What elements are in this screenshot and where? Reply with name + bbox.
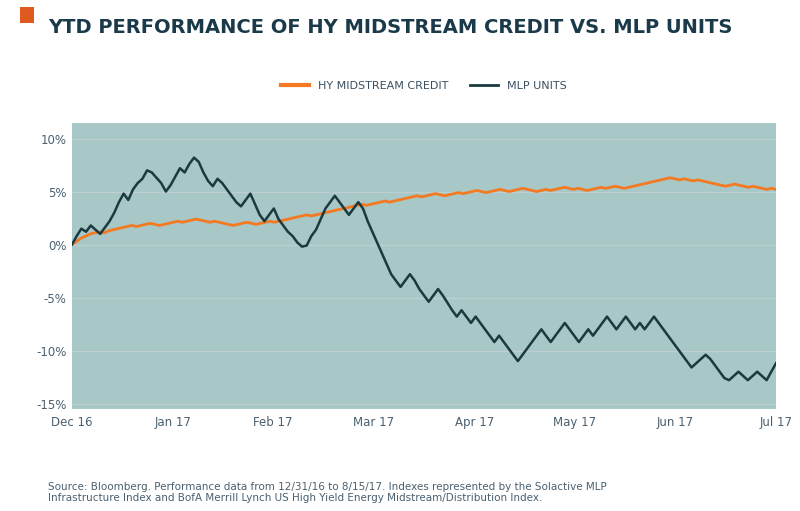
- Legend: HY MIDSTREAM CREDIT, MLP UNITS: HY MIDSTREAM CREDIT, MLP UNITS: [277, 77, 571, 96]
- Text: Source: Bloomberg. Performance data from 12/31/16 to 8/15/17. Indexes represente: Source: Bloomberg. Performance data from…: [48, 482, 606, 503]
- Text: YTD PERFORMANCE OF HY MIDSTREAM CREDIT VS. MLP UNITS: YTD PERFORMANCE OF HY MIDSTREAM CREDIT V…: [48, 18, 732, 37]
